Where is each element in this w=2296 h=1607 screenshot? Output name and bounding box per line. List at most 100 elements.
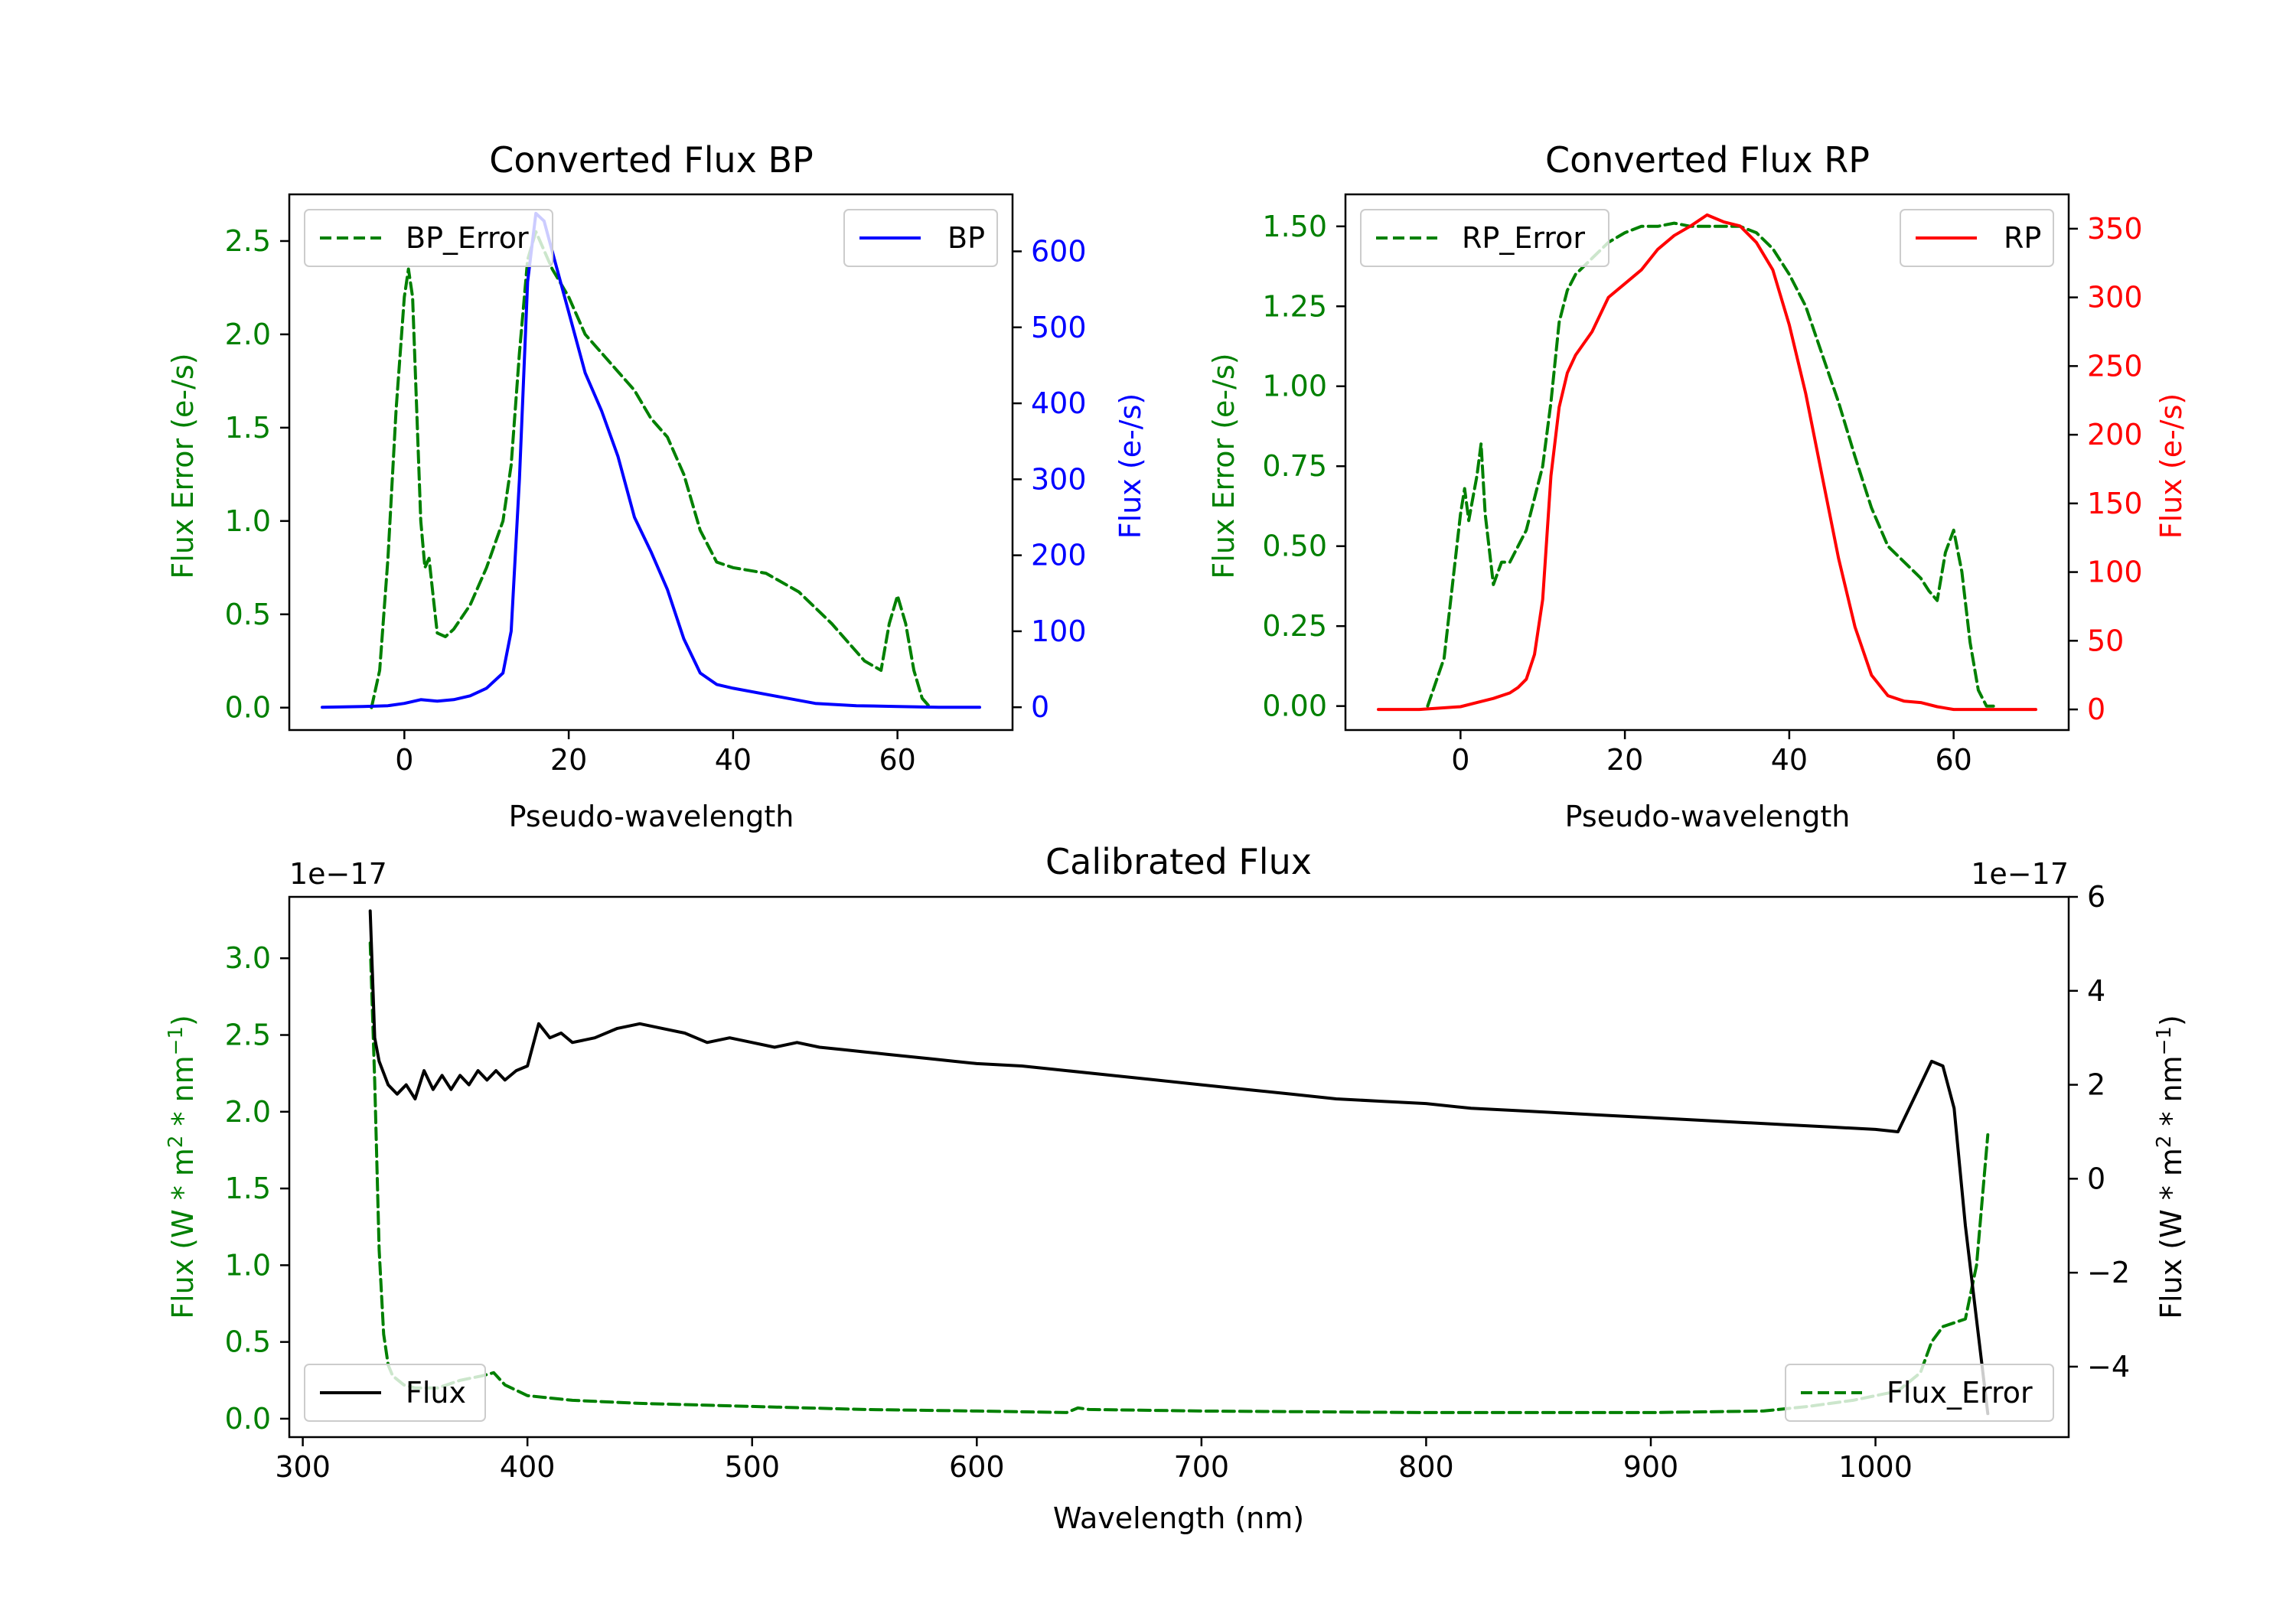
cal-left-tick-label: 0.0: [225, 1402, 271, 1436]
rp-left-tick-label: 1.50: [1262, 210, 1327, 243]
cal-x-tick-label: 1000: [1838, 1450, 1913, 1484]
rp-right-tick-label: 250: [2087, 349, 2143, 383]
bp-x-tick-label: 40: [715, 743, 752, 777]
bp-error-legend: BP_Error: [304, 209, 553, 267]
rp-legend: RP: [1900, 209, 2054, 267]
bp-right-tick-label: 0: [1031, 690, 1049, 724]
rp-left-tick-label: 0.00: [1262, 689, 1327, 723]
rp-right-tick-label: 200: [2087, 418, 2143, 451]
bp-x-tick-label: 60: [879, 743, 915, 777]
bp-right-tick-label: 300: [1031, 462, 1087, 496]
bp-left-ylabel: Flux Error (e-/s): [166, 353, 200, 579]
cal-x-tick-label: 500: [724, 1450, 780, 1484]
cal-right-offset: 1e−17: [1971, 857, 2069, 891]
cal-right-ylabel-a: Flux (W * m: [2154, 1148, 2188, 1319]
cal-x-tick-label: 800: [1398, 1450, 1454, 1484]
cal-right-ylabel-b: * nm: [2154, 1055, 2188, 1135]
cal-xlabel: Wavelength (nm): [1053, 1501, 1304, 1535]
bp-left-tick-label: 0.0: [225, 691, 271, 725]
rp-series-lines: [1377, 213, 2037, 712]
cal-left-tick-label: 1.5: [225, 1172, 271, 1205]
bp-left-tick-label: 1.5: [225, 411, 271, 445]
rp-plot-frame: [1344, 193, 2070, 732]
rp-right-tick-label: 0: [2087, 693, 2105, 726]
panel-bp: Converted Flux BP Pseudo-wavelength Flux…: [166, 139, 1147, 833]
rp-x-tick-label: 40: [1771, 743, 1808, 777]
cal-flux-legend: Flux: [304, 1364, 486, 1422]
rp-xlabel: Pseudo-wavelength: [1565, 800, 1851, 833]
rp-right-tick-label: 350: [2087, 212, 2143, 246]
rp-x-tick-label: 60: [1935, 743, 1971, 777]
rp-left-tick-label: 1.25: [1262, 289, 1327, 323]
bp-series-bp: [321, 211, 981, 709]
cal-left-ticks: 0.0 0.5 1.0 1.5 2.0 2.5 3.0: [225, 941, 289, 1436]
cal-left-ylabel-a: Flux (W * m: [166, 1148, 200, 1319]
bp-right-tick-label: 400: [1031, 386, 1087, 420]
rp-left-tick-label: 1.00: [1262, 370, 1327, 403]
cal-left-ylabel-sup2: −1: [165, 1026, 188, 1055]
cal-left-ylabel: Flux (W * m2 * nm−1): [165, 1015, 200, 1319]
rp-right-tick-label: 300: [2087, 281, 2143, 315]
bp-legend-label: BP: [947, 221, 985, 255]
rp-error-legend: RP_Error: [1360, 209, 1609, 267]
cal-right-ylabel-c: ): [2154, 1015, 2188, 1026]
cal-title: Calibrated Flux: [1045, 841, 1312, 882]
cal-right-ylabel-sup1: 2: [2153, 1136, 2176, 1149]
cal-right-tick-label: 0: [2087, 1162, 2105, 1195]
bp-error-legend-label: BP_Error: [406, 221, 529, 255]
cal-error-legend: Flux_Error: [1785, 1364, 2054, 1422]
rp-title: Converted Flux RP: [1545, 139, 1870, 181]
cal-x-ticks: 300 400 500 600 700 800 900 1000: [275, 1437, 1913, 1484]
cal-x-tick-label: 900: [1623, 1450, 1679, 1484]
cal-right-tick-label: 2: [2087, 1068, 2105, 1102]
cal-x-tick-label: 700: [1174, 1450, 1230, 1484]
bp-plot-frame: [288, 193, 1014, 732]
cal-right-ylabel: Flux (W * m2 * nm−1): [2153, 1015, 2188, 1319]
panel-cal: Calibrated Flux Wavelength (nm) 1e−17 1e…: [165, 841, 2188, 1535]
bp-right-tick-label: 600: [1031, 234, 1087, 268]
bp-x-tick-label: 20: [550, 743, 587, 777]
rp-right-tick-label: 150: [2087, 487, 2143, 520]
rp-left-ticks: 0.00 0.25 0.50 0.75 1.00 1.25 1.50: [1262, 210, 1345, 723]
bp-legend: BP: [843, 209, 998, 267]
cal-plot-frame: [288, 895, 2070, 1439]
bp-xlabel: Pseudo-wavelength: [509, 800, 794, 833]
rp-x-ticks: 0 20 40 60: [1451, 730, 1972, 777]
rp-left-ylabel: Flux Error (e-/s): [1207, 353, 1241, 579]
panel-rp: Converted Flux RP Pseudo-wavelength Flux…: [1207, 139, 2188, 833]
bp-left-tick-label: 2.5: [225, 224, 271, 258]
cal-x-tick-label: 400: [500, 1450, 556, 1484]
cal-right-tick-label: −4: [2087, 1350, 2130, 1384]
bp-x-ticks: 0 20 40 60: [395, 730, 916, 777]
bp-left-tick-label: 1.0: [225, 504, 271, 538]
cal-left-tick-label: 1.0: [225, 1248, 271, 1282]
rp-left-tick-label: 0.75: [1262, 449, 1327, 483]
rp-left-tick-label: 0.25: [1262, 609, 1327, 643]
bp-error-legend-box: [304, 209, 553, 267]
bp-left-tick-label: 0.5: [225, 598, 271, 631]
cal-flux-legend-label: Flux: [406, 1376, 466, 1410]
cal-left-ylabel-sup1: 2: [165, 1136, 188, 1149]
cal-x-tick-label: 300: [275, 1450, 331, 1484]
rp-right-tick-label: 100: [2087, 556, 2143, 589]
bp-title: Converted Flux BP: [489, 139, 814, 181]
cal-flux-legend-box: [304, 1364, 486, 1422]
cal-right-ticks: −4 −2 0 2 4 6: [2069, 880, 2130, 1384]
cal-right-ylabel-sup2: −1: [2153, 1026, 2176, 1055]
rp-series-rp: [1377, 213, 2037, 712]
bp-x-tick-label: 0: [395, 743, 413, 777]
rp-right-ticks: 0 50 100 150 200 250 300 350: [2069, 212, 2143, 726]
bp-left-tick-label: 2.0: [225, 318, 271, 351]
cal-error-legend-box: [1785, 1364, 2054, 1422]
bp-right-ylabel: Flux (e-/s): [1114, 393, 1147, 539]
bp-right-ticks: 0 100 200 300 400 500 600: [1013, 234, 1087, 724]
bp-right-tick-label: 500: [1031, 311, 1087, 344]
cal-left-ylabel-b: * nm: [166, 1055, 200, 1135]
cal-series-flux: [368, 909, 1990, 1416]
rp-series-rp-error: [1426, 221, 1997, 708]
bp-left-ticks: 0.0 0.5 1.0 1.5 2.0 2.5: [225, 224, 289, 725]
rp-legend-label: RP: [2004, 221, 2041, 255]
bp-series-lines: [321, 211, 981, 709]
cal-x-tick-label: 600: [949, 1450, 1005, 1484]
